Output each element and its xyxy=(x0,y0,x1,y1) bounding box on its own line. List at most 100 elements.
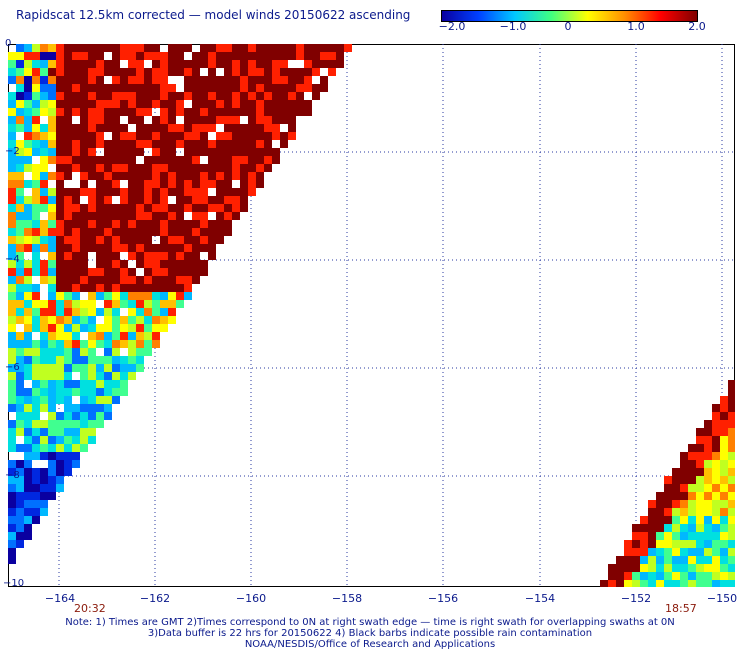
wind-cell xyxy=(72,228,80,236)
wind-cell xyxy=(112,308,120,316)
wind-cell xyxy=(128,164,136,172)
wind-cell xyxy=(696,572,704,580)
wind-cell xyxy=(664,492,672,500)
wind-cell xyxy=(16,116,24,124)
wind-cell xyxy=(616,564,624,572)
wind-cell xyxy=(184,284,192,292)
wind-cell xyxy=(168,92,176,100)
wind-cell xyxy=(168,164,176,172)
wind-cell xyxy=(112,396,120,404)
wind-cell xyxy=(80,348,88,356)
wind-cell xyxy=(672,564,680,572)
wind-cell xyxy=(176,172,184,180)
wind-cell xyxy=(72,252,80,260)
wind-cell xyxy=(648,572,656,580)
wind-cell xyxy=(8,332,16,340)
wind-cell xyxy=(96,196,104,204)
wind-cell xyxy=(224,188,232,196)
wind-cell xyxy=(32,188,40,196)
wind-cell xyxy=(104,172,112,180)
wind-cell xyxy=(128,220,136,228)
wind-cell xyxy=(136,180,144,188)
wind-cell xyxy=(80,388,88,396)
wind-cell xyxy=(72,300,80,308)
wind-cell xyxy=(120,268,128,276)
wind-cell xyxy=(64,468,72,476)
wind-cell xyxy=(24,116,32,124)
wind-cell xyxy=(176,60,184,68)
wind-cell xyxy=(24,292,32,300)
wind-cell xyxy=(64,212,72,220)
wind-cell xyxy=(200,196,208,204)
wind-cell xyxy=(720,396,728,404)
wind-cell xyxy=(48,380,56,388)
wind-cell xyxy=(104,388,112,396)
wind-cell xyxy=(64,116,72,124)
wind-cell xyxy=(72,268,80,276)
wind-cell xyxy=(32,116,40,124)
wind-cell xyxy=(184,44,192,52)
wind-cell xyxy=(56,116,64,124)
wind-cell xyxy=(200,164,208,172)
wind-cell xyxy=(728,532,735,540)
wind-cell xyxy=(136,116,144,124)
wind-cell xyxy=(32,204,40,212)
wind-cell xyxy=(664,580,672,587)
wind-cell xyxy=(128,292,136,300)
wind-cell xyxy=(56,380,64,388)
wind-cell xyxy=(168,172,176,180)
lat-label-10: −10 xyxy=(3,578,25,589)
wind-cell xyxy=(136,132,144,140)
wind-cell xyxy=(216,212,224,220)
wind-cell xyxy=(672,484,680,492)
wind-cell xyxy=(24,212,32,220)
wind-cell xyxy=(104,268,112,276)
wind-cell xyxy=(616,556,624,564)
wind-cell xyxy=(48,156,56,164)
wind-cell xyxy=(224,68,232,76)
wind-cell xyxy=(40,44,48,52)
wind-cell xyxy=(8,116,16,124)
wind-cell xyxy=(704,476,712,484)
wind-cell xyxy=(144,84,152,92)
wind-cell xyxy=(136,188,144,196)
wind-cell xyxy=(176,292,184,300)
wind-cell xyxy=(24,396,32,404)
wind-cell xyxy=(664,484,672,492)
lon-label-156: −156 xyxy=(427,592,459,605)
wind-cell xyxy=(88,220,96,228)
wind-cell xyxy=(128,92,136,100)
wind-cell xyxy=(160,92,168,100)
wind-cell xyxy=(200,188,208,196)
wind-cell xyxy=(40,356,48,364)
wind-cell xyxy=(104,220,112,228)
wind-cell xyxy=(192,172,200,180)
wind-cell xyxy=(168,212,176,220)
wind-cell xyxy=(32,108,40,116)
wind-cell xyxy=(696,564,704,572)
wind-cell xyxy=(136,340,144,348)
wind-cell xyxy=(280,52,288,60)
wind-cell xyxy=(104,404,112,412)
wind-cell xyxy=(56,276,64,284)
wind-cell xyxy=(208,100,216,108)
wind-cell xyxy=(184,108,192,116)
wind-cell xyxy=(144,156,152,164)
wind-cell xyxy=(248,92,256,100)
wind-cell xyxy=(160,308,168,316)
wind-cell xyxy=(48,332,56,340)
wind-cell xyxy=(240,44,248,52)
wind-cell xyxy=(200,260,208,268)
wind-cell xyxy=(16,380,24,388)
wind-cell xyxy=(264,132,272,140)
wind-cell xyxy=(696,524,704,532)
wind-cell xyxy=(192,116,200,124)
wind-cell xyxy=(256,44,264,52)
wind-cell xyxy=(232,188,240,196)
wind-cell xyxy=(224,140,232,148)
wind-cell xyxy=(680,452,688,460)
wind-cell xyxy=(672,500,680,508)
wind-cell xyxy=(16,404,24,412)
wind-cell xyxy=(80,92,88,100)
wind-cell xyxy=(672,580,680,587)
